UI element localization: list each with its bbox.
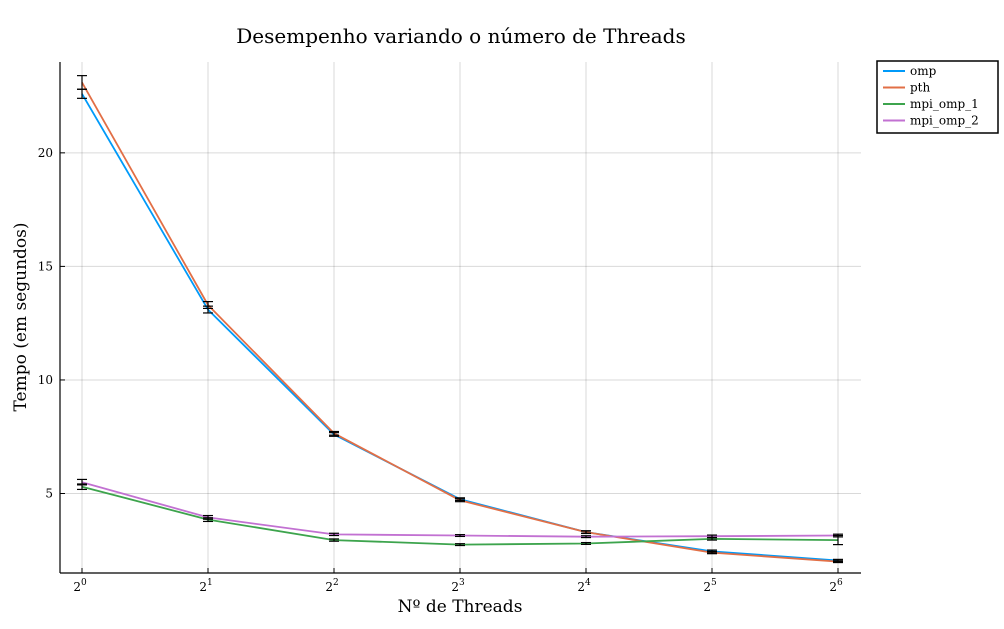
y-tick-label: 20	[38, 146, 53, 160]
error-bar	[455, 534, 465, 538]
x-tick-label: 21	[199, 578, 212, 594]
y-axis-label: Tempo (em segundos)	[11, 223, 31, 412]
error-bar	[329, 532, 339, 537]
legend-label-mpi_omp_1: mpi_omp_1	[910, 97, 979, 111]
legend-label-omp: omp	[910, 64, 937, 78]
y-tick-label: 5	[45, 487, 53, 501]
error-bar	[581, 530, 591, 535]
error-bar	[707, 550, 717, 555]
error-bar	[77, 75, 87, 90]
grid	[60, 62, 861, 573]
error-bar	[455, 543, 465, 547]
legend-label-mpi_omp_2: mpi_omp_2	[910, 114, 979, 128]
error-bar	[203, 514, 213, 520]
x-tick-label: 20	[73, 578, 87, 594]
error-bar	[455, 498, 465, 503]
error-bar	[329, 538, 339, 542]
ticks: 20 21 22 23 24 25 26 5 10 15 20	[38, 146, 843, 594]
error-bar	[329, 430, 339, 436]
x-axis-label: Nº de Threads	[398, 597, 523, 617]
chart-title: Desempenho variando o número de Threads	[236, 24, 685, 48]
error-bar	[833, 560, 843, 564]
x-tick-label: 23	[451, 578, 465, 594]
x-tick-label: 22	[325, 578, 338, 594]
legend-label-pth: pth	[910, 81, 931, 95]
x-tick-label: 25	[703, 578, 717, 594]
error-bar	[77, 88, 87, 99]
error-bar	[581, 535, 591, 539]
legend: omp pth mpi_omp_1 mpi_omp_2	[876, 60, 999, 134]
error-bar	[707, 534, 717, 538]
series-layer	[77, 75, 843, 564]
error-bar	[203, 301, 213, 310]
error-bar	[833, 533, 843, 538]
x-tick-label: 26	[829, 578, 843, 594]
error-bar	[77, 478, 87, 486]
error-bar	[581, 541, 591, 545]
y-tick-label: 15	[38, 259, 53, 273]
x-tick-label: 24	[577, 578, 591, 594]
y-tick-label: 10	[38, 373, 53, 387]
